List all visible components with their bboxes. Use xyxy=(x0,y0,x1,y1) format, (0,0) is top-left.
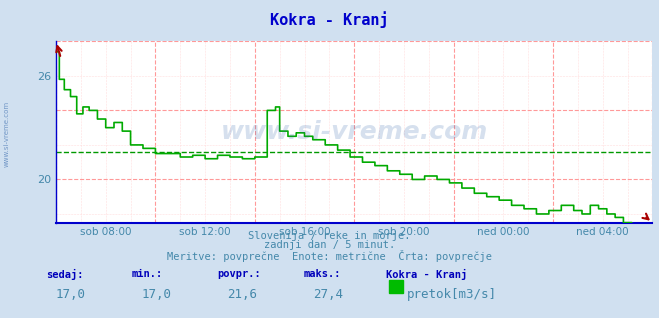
Text: Meritve: povprečne  Enote: metrične  Črta: povprečje: Meritve: povprečne Enote: metrične Črta:… xyxy=(167,250,492,262)
Text: 17,0: 17,0 xyxy=(56,288,86,301)
Text: maks.:: maks.: xyxy=(303,269,341,279)
Text: Kokra - Kranj: Kokra - Kranj xyxy=(386,269,467,280)
Text: zadnji dan / 5 minut.: zadnji dan / 5 minut. xyxy=(264,240,395,250)
Text: pretok[m3/s]: pretok[m3/s] xyxy=(407,288,498,301)
Text: www.si-vreme.com: www.si-vreme.com xyxy=(221,120,488,144)
Text: www.si-vreme.com: www.si-vreme.com xyxy=(3,100,9,167)
Text: 27,4: 27,4 xyxy=(313,288,343,301)
Text: Slovenija / reke in morje.: Slovenija / reke in morje. xyxy=(248,231,411,240)
Text: sedaj:: sedaj: xyxy=(46,269,84,280)
Text: 21,6: 21,6 xyxy=(227,288,258,301)
Text: min.:: min.: xyxy=(132,269,163,279)
Text: povpr.:: povpr.: xyxy=(217,269,261,279)
Text: 17,0: 17,0 xyxy=(142,288,172,301)
Text: Kokra - Kranj: Kokra - Kranj xyxy=(270,11,389,28)
